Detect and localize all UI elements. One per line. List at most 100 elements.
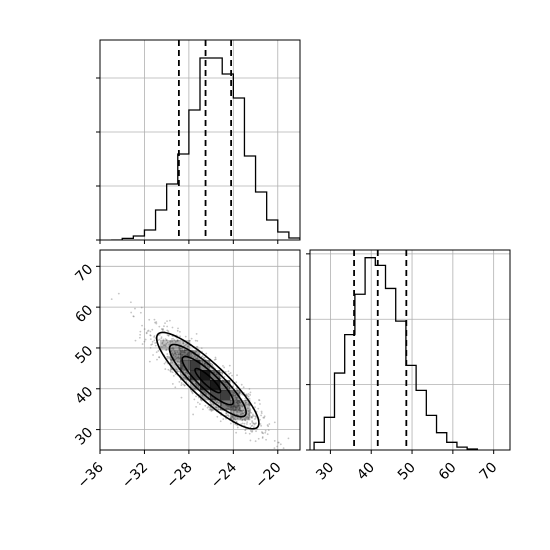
scatter-point <box>224 370 227 373</box>
scatter-point <box>242 412 244 415</box>
scatter-point <box>209 400 211 403</box>
scatter-point <box>227 370 230 373</box>
scatter-point <box>247 393 250 395</box>
scatter-point <box>240 383 243 386</box>
scatter-point <box>219 371 222 374</box>
scatter-point <box>172 348 174 350</box>
scatter-point <box>206 406 209 409</box>
scatter-point <box>172 354 175 357</box>
scatter-point <box>255 430 257 433</box>
scatter-point <box>164 338 167 340</box>
scatter-point <box>166 329 169 332</box>
scatter-point <box>166 355 169 358</box>
scatter-point <box>244 397 247 400</box>
scatter-point <box>238 411 240 413</box>
scatter-point <box>195 395 197 398</box>
scatter-point <box>246 423 248 425</box>
scatter-point <box>186 345 189 348</box>
scatter-point <box>158 356 161 359</box>
scatter-point <box>251 424 254 427</box>
scatter-point <box>184 335 187 338</box>
scatter-point <box>216 400 219 403</box>
histogram-bar <box>267 220 278 240</box>
scatter-point <box>195 383 198 386</box>
scatter-point <box>249 408 252 411</box>
scatter-point <box>208 406 211 409</box>
scatter-point <box>252 413 254 416</box>
scatter-point <box>243 418 246 421</box>
scatter-point <box>182 383 185 386</box>
scatter-point <box>198 403 201 405</box>
scatter-point <box>153 318 156 321</box>
scatter-point <box>160 328 163 330</box>
scatter-point <box>215 401 218 404</box>
scatter-point <box>205 392 208 395</box>
density-cell <box>170 350 181 361</box>
scatter-point <box>178 347 181 350</box>
scatter-point <box>236 389 239 392</box>
scatter-point <box>145 332 148 335</box>
scatter-point <box>266 424 269 426</box>
scatter-point <box>251 415 254 417</box>
x-tick-label: 30 <box>313 460 337 484</box>
scatter-point <box>196 345 199 348</box>
scatter-point <box>215 401 218 404</box>
scatter-point <box>247 410 250 413</box>
scatter-point <box>180 347 182 350</box>
scatter-point <box>207 405 210 408</box>
scatter-point <box>169 340 171 343</box>
scatter-point <box>242 409 245 412</box>
scatter-point <box>266 433 269 436</box>
scatter-point <box>177 327 179 330</box>
scatter-point <box>147 329 150 332</box>
scatter-point <box>175 357 178 360</box>
scatter-point <box>171 347 174 350</box>
scatter-point <box>170 338 173 340</box>
density-cell <box>170 360 181 371</box>
scatter-point <box>175 353 178 356</box>
density-cell <box>210 390 221 401</box>
scatter-point <box>231 391 234 394</box>
histogram-bar <box>375 265 385 450</box>
scatter-point <box>234 396 237 399</box>
scatter-point <box>165 339 168 341</box>
scatter-point <box>231 389 234 392</box>
scatter-point <box>230 387 233 390</box>
scatter-point <box>254 418 256 420</box>
scatter-point <box>210 409 212 411</box>
scatter-point <box>200 355 203 358</box>
scatter-point <box>172 337 175 340</box>
scatter-point <box>211 363 214 366</box>
scatter-point <box>129 301 132 304</box>
scatter-point <box>279 443 282 446</box>
scatter-point <box>203 391 206 393</box>
scatter-point <box>236 388 239 391</box>
scatter-point <box>169 369 172 372</box>
scatter-point <box>194 339 197 342</box>
scatter-point <box>231 374 233 377</box>
scatter-point <box>110 298 113 301</box>
scatter-point <box>229 372 232 374</box>
scatter-point <box>244 419 247 422</box>
scatter-point <box>166 320 168 323</box>
scatter-point <box>177 346 180 349</box>
scatter-point <box>246 421 249 424</box>
scatter-point <box>226 414 229 417</box>
scatter-point <box>185 343 187 346</box>
scatter-point <box>195 332 198 335</box>
scatter-point <box>163 362 166 365</box>
scatter-point <box>248 414 251 417</box>
density-cell <box>210 400 221 411</box>
scatter-point <box>149 330 152 333</box>
density-cell <box>220 380 231 391</box>
histogram-bar <box>396 321 406 450</box>
scatter-point <box>158 333 161 336</box>
scatter-point <box>165 348 168 351</box>
scatter-point <box>194 382 197 385</box>
scatter-point <box>183 384 186 387</box>
scatter-point <box>244 428 247 431</box>
scatter-point <box>227 415 230 418</box>
x-tick-label: −24 <box>208 459 240 491</box>
scatter-point <box>211 409 214 412</box>
scatter-point <box>160 336 163 338</box>
